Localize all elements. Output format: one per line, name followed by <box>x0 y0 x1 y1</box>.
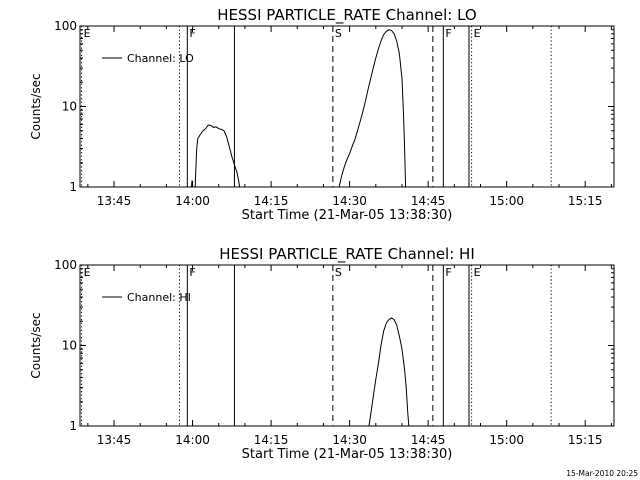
legend-label: Channel: HI <box>127 291 191 304</box>
chart-title: HESSI PARTICLE_RATE Channel: LO <box>217 6 476 25</box>
x-tick-label: 15:15 <box>568 194 603 208</box>
series-line <box>368 317 410 427</box>
x-tick-label: 14:45 <box>411 433 446 447</box>
x-tick-label: 14:15 <box>254 433 289 447</box>
event-marker-label: F <box>189 27 195 40</box>
x-tick-label: 15:15 <box>568 433 603 447</box>
event-marker-label: F <box>189 266 195 279</box>
event-marker-label: S <box>335 266 342 279</box>
footer-timestamp: 15-Mar-2010 20:25 <box>566 469 638 478</box>
x-tick-label: 15:00 <box>489 194 524 208</box>
event-marker-label: E <box>474 266 481 279</box>
series-line <box>194 124 241 188</box>
x-tick-label: 14:00 <box>175 433 210 447</box>
x-tick-label: 14:00 <box>175 194 210 208</box>
y-tick-label: 10 <box>62 100 77 114</box>
y-tick-label: 100 <box>54 19 77 33</box>
chart-title: HESSI PARTICLE_RATE Channel: HI <box>219 245 475 264</box>
x-tick-label: 14:30 <box>332 194 367 208</box>
y-axis-label: Counts/sec <box>29 73 43 139</box>
event-marker-label: E <box>474 27 481 40</box>
event-marker-label: F <box>445 266 451 279</box>
series-line <box>338 29 407 188</box>
lo-channel-panel: HESSI PARTICLE_RATE Channel: LO 13:45 14:0… <box>29 6 615 223</box>
y-tick-label: 10 <box>62 339 77 353</box>
event-marker-label: S <box>335 27 342 40</box>
y-axis-label: Counts/sec <box>29 312 43 378</box>
event-marker-label: E <box>84 27 91 40</box>
x-tick-label: 14:30 <box>332 433 367 447</box>
y-tick-label: 1 <box>69 419 77 433</box>
event-marker-label: E <box>84 266 91 279</box>
x-axis-label: Start Time (21-Mar-05 13:38:30) <box>242 447 453 462</box>
event-marker-label: F <box>445 27 451 40</box>
legend-label: Channel: LO <box>127 52 194 65</box>
x-axis-label: Start Time (21-Mar-05 13:38:30) <box>242 208 453 223</box>
y-tick-label: 100 <box>54 258 77 272</box>
series-line <box>191 180 194 188</box>
hi-channel-panel: HESSI PARTICLE_RATE Channel: HI 13:45 14:0… <box>29 245 615 462</box>
axes-frame <box>79 25 615 188</box>
axes-frame <box>79 264 615 427</box>
y-tick-label: 1 <box>69 180 77 194</box>
x-tick-label: 14:15 <box>254 194 289 208</box>
x-tick-label: 13:45 <box>97 194 132 208</box>
x-tick-label: 13:45 <box>97 433 132 447</box>
x-tick-label: 15:00 <box>489 433 524 447</box>
x-tick-label: 14:45 <box>411 194 446 208</box>
